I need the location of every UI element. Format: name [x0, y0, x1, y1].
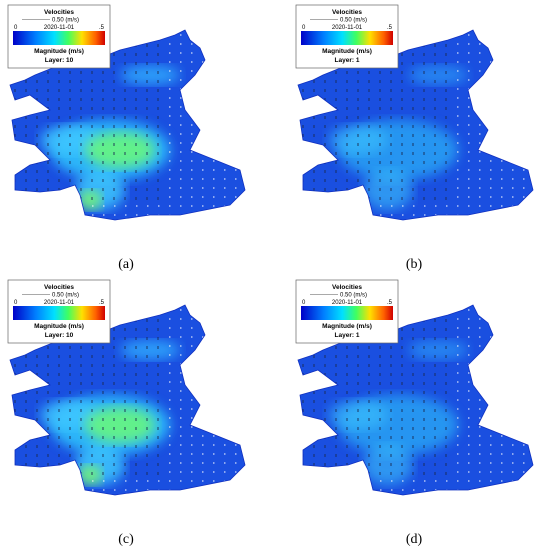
colorbar-max: .5	[99, 300, 105, 306]
legend-date: 2020-11-01	[44, 25, 75, 31]
speed-patch	[120, 340, 180, 360]
colorbar	[301, 306, 393, 320]
speed-patch	[328, 400, 388, 430]
speed-patch	[408, 340, 468, 360]
speed-patch	[120, 65, 180, 85]
legend-title: Velocities	[332, 284, 362, 291]
colorbar-min: 0	[302, 25, 306, 31]
colorbar	[13, 306, 105, 320]
coastline	[9, 304, 246, 496]
coastline	[9, 29, 246, 221]
colorbar-max: .5	[387, 25, 393, 31]
speed-patch	[78, 190, 102, 210]
scale-label: 0.50 (m/s)	[340, 293, 367, 299]
caption: (b)	[406, 257, 423, 272]
speed-patch	[328, 125, 388, 155]
colorbar-label: Magnitude (m/s)	[34, 48, 84, 55]
panel: Velocities 0.50 (m/s)2020-11-01 0 .5 Magnitu…	[7, 279, 246, 547]
scale-label: 0.50 (m/s)	[52, 18, 79, 24]
colorbar-min: 0	[14, 300, 18, 306]
coastline	[297, 304, 534, 496]
speed-patch	[363, 445, 413, 485]
scale-label: 0.50 (m/s)	[340, 18, 367, 24]
colorbar	[301, 31, 393, 45]
caption: (a)	[118, 257, 134, 272]
legend-title: Velocities	[332, 9, 362, 16]
speed-patch	[85, 407, 155, 443]
legend-date: 2020-11-01	[44, 300, 75, 306]
colorbar	[13, 31, 105, 45]
legend: Velocities 0.50 (m/s)2020-11-01 0 .5 Magnitu…	[7, 279, 111, 344]
legend: Velocities 0.50 (m/s)2020-11-01 0 .5 Magnitu…	[295, 279, 399, 344]
layer-label: Layer: 1	[335, 332, 360, 339]
velocity-map	[298, 30, 533, 220]
panel: Velocities 0.50 (m/s)2020-11-01 0 .5 Magnitu…	[295, 279, 534, 547]
speed-patch	[363, 170, 413, 210]
layer-label: Layer: 1	[335, 57, 360, 64]
layer-label: Layer: 10	[45, 332, 74, 339]
legend-title: Velocities	[44, 284, 74, 291]
layer-label: Layer: 10	[45, 57, 74, 64]
colorbar-min: 0	[302, 300, 306, 306]
colorbar-min: 0	[14, 25, 18, 31]
coastline	[297, 29, 534, 221]
velocity-map	[298, 305, 533, 495]
legend-date: 2020-11-01	[332, 300, 363, 306]
colorbar-label: Magnitude (m/s)	[322, 323, 372, 330]
speed-patch	[40, 400, 100, 430]
speed-patch	[408, 65, 468, 85]
colorbar-label: Magnitude (m/s)	[34, 323, 84, 330]
scale-label: 0.50 (m/s)	[52, 293, 79, 299]
panel: Velocities 0.50 (m/s)2020-11-01 0 .5 Magnitu…	[295, 4, 534, 272]
legend-title: Velocities	[44, 9, 74, 16]
speed-patch	[40, 125, 100, 155]
caption: (c)	[118, 532, 134, 547]
legend-date: 2020-11-01	[332, 25, 363, 31]
colorbar-max: .5	[387, 300, 393, 306]
panel: Velocities 0.50 (m/s)2020-11-01 0 .5 Magnitu…	[7, 4, 246, 272]
caption: (d)	[406, 532, 423, 547]
legend: Velocities 0.50 (m/s)2020-11-01 0 .5 Magnitu…	[295, 4, 399, 69]
colorbar-label: Magnitude (m/s)	[322, 48, 372, 55]
legend: Velocities 0.50 (m/s)2020-11-01 0 .5 Magnitu…	[7, 4, 111, 69]
speed-patch	[78, 465, 102, 485]
colorbar-max: .5	[99, 25, 105, 31]
speed-patch	[85, 132, 155, 168]
